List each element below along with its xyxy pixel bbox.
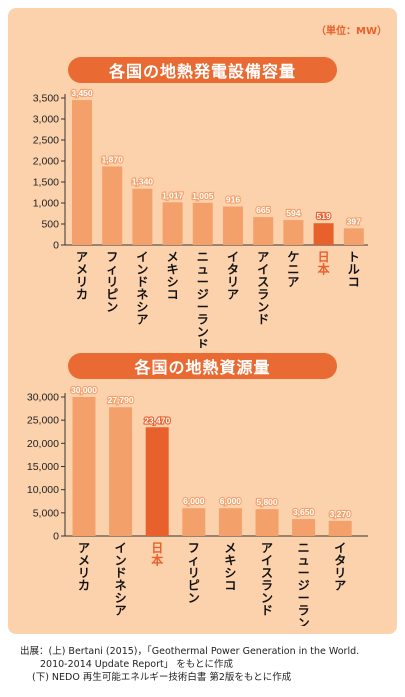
capacity-bar [223, 206, 243, 245]
capacity-category-label: フィリピン [106, 250, 118, 314]
capacity-value-label: 594 [286, 208, 300, 218]
capacity-value-label: 3,450 [71, 88, 93, 98]
capacity-category-label: アイスランド [257, 250, 269, 327]
resource-category-label: メキシコ [224, 541, 236, 593]
resource-bar [182, 508, 206, 536]
resource-bar [218, 508, 242, 536]
resource-y-tick-label: 30,000 [27, 392, 59, 404]
capacity-y-tick-label: 3,000 [33, 114, 59, 126]
capacity-bar [162, 202, 183, 245]
chart-panel: （単位：MW） 各国の地熱発電設備容量 0 500 1,000 1,500 2,000 2… [8, 8, 397, 634]
resource-bar [145, 427, 169, 536]
resource-value-label: 6,000 [220, 496, 242, 506]
capacity-bar [313, 223, 334, 245]
resource-value-label: 3,650 [293, 507, 315, 517]
resource-bar [292, 519, 316, 536]
resource-value-label: 6,000 [183, 496, 205, 506]
source-line-3: (下) NEDO 再生可能エネルギー技術白書 第2版をもとに作成 [32, 672, 292, 683]
resource-y-tick-label: 20,000 [27, 438, 59, 450]
resource-y-tick-label: 0 [53, 531, 59, 543]
capacity-y-tick-label: 2,000 [33, 156, 59, 168]
source-note: 出展：(上) Bertani (2015)，「Geothermal Power … [20, 645, 359, 684]
resource-value-label: 23,470 [144, 415, 170, 425]
resource-bar [255, 509, 279, 536]
capacity-y-tick-label: 1,000 [33, 198, 59, 210]
capacity-y-tick-label: 1,500 [33, 177, 59, 189]
capacity-category-label: メキシコ [167, 250, 179, 302]
capacity-value-label: 1,870 [102, 154, 124, 164]
capacity-value-label: 1,340 [132, 177, 154, 187]
resource-value-label: 5,800 [256, 497, 278, 507]
capacity-bar [132, 188, 153, 245]
capacity-bar [343, 228, 364, 245]
capacity-bar [283, 220, 304, 245]
capacity-bar [72, 100, 92, 245]
resource-category-label: フィリピン [188, 541, 200, 605]
source-line-2: 2010-2014 Update Report」 をもとに作成 [40, 659, 234, 670]
resource-y-tick-label: 5,000 [33, 507, 59, 519]
resource-category-label: 日本 [151, 541, 163, 568]
resource-bar [72, 397, 96, 536]
capacity-value-label: 916 [226, 195, 240, 205]
capacity-value-label: 665 [256, 205, 270, 215]
chart1-title: 各国の地熱発電設備容量 [68, 57, 337, 83]
resource-value-label: 27,790 [108, 395, 134, 405]
capacity-category-label: インドネシア [136, 250, 148, 327]
resource-category-label: アメリカ [78, 541, 90, 593]
resource-category-label: インドネシア [115, 541, 127, 618]
source-line-1: 出展：(上) Bertani (2015)，「Geothermal Power … [20, 646, 360, 657]
resource-value-label: 30,000 [71, 386, 97, 395]
capacity-y-tick-label: 2,500 [33, 135, 59, 147]
capacity-category-label: 日本 [318, 250, 330, 277]
capacity-y-tick-label: 3,500 [33, 93, 59, 105]
unit-label: （単位：MW） [316, 26, 387, 37]
resource-category-label: イタリア [334, 541, 346, 593]
chart2-title: 各国の地熱資源量 [68, 353, 337, 379]
capacity-chart: 0 500 1,000 1,500 2,000 2,500 3,000 3,500 3,450 ア… [33, 88, 368, 348]
capacity-y-tick-label: 0 [53, 240, 59, 252]
resource-y-tick-label: 15,000 [27, 461, 59, 473]
resource-value-label: 3,270 [330, 509, 352, 519]
resource-y-tick-label: 25,000 [27, 415, 59, 427]
capacity-bar [253, 217, 274, 245]
capacity-category-label: トルコ [348, 250, 360, 289]
capacity-value-label: 1,005 [192, 191, 214, 201]
capacity-y-tick-label: 500 [41, 219, 59, 231]
capacity-category-label: イタリア [227, 250, 239, 302]
capacity-bar [102, 166, 123, 245]
resource-bar [109, 407, 133, 536]
capacity-value-label: 1,017 [162, 190, 184, 200]
capacity-value-label: 397 [347, 216, 361, 226]
capacity-value-label: 519 [317, 211, 331, 221]
resource-y-tick-label: 10,000 [27, 484, 59, 496]
capacity-bar [192, 202, 213, 245]
capacity-category-label: ニュージーランド [197, 250, 209, 348]
resource-category-label: ニュージーランド [298, 541, 310, 626]
resource-bar [328, 520, 352, 536]
capacity-category-label: アメリカ [76, 250, 88, 302]
resource-chart: 0 5,000 10,000 15,000 20,000 25,000 30,000 30,0… [27, 386, 368, 626]
capacity-category-label: ケニア [287, 250, 299, 289]
resource-category-label: アイスランド [261, 541, 273, 618]
